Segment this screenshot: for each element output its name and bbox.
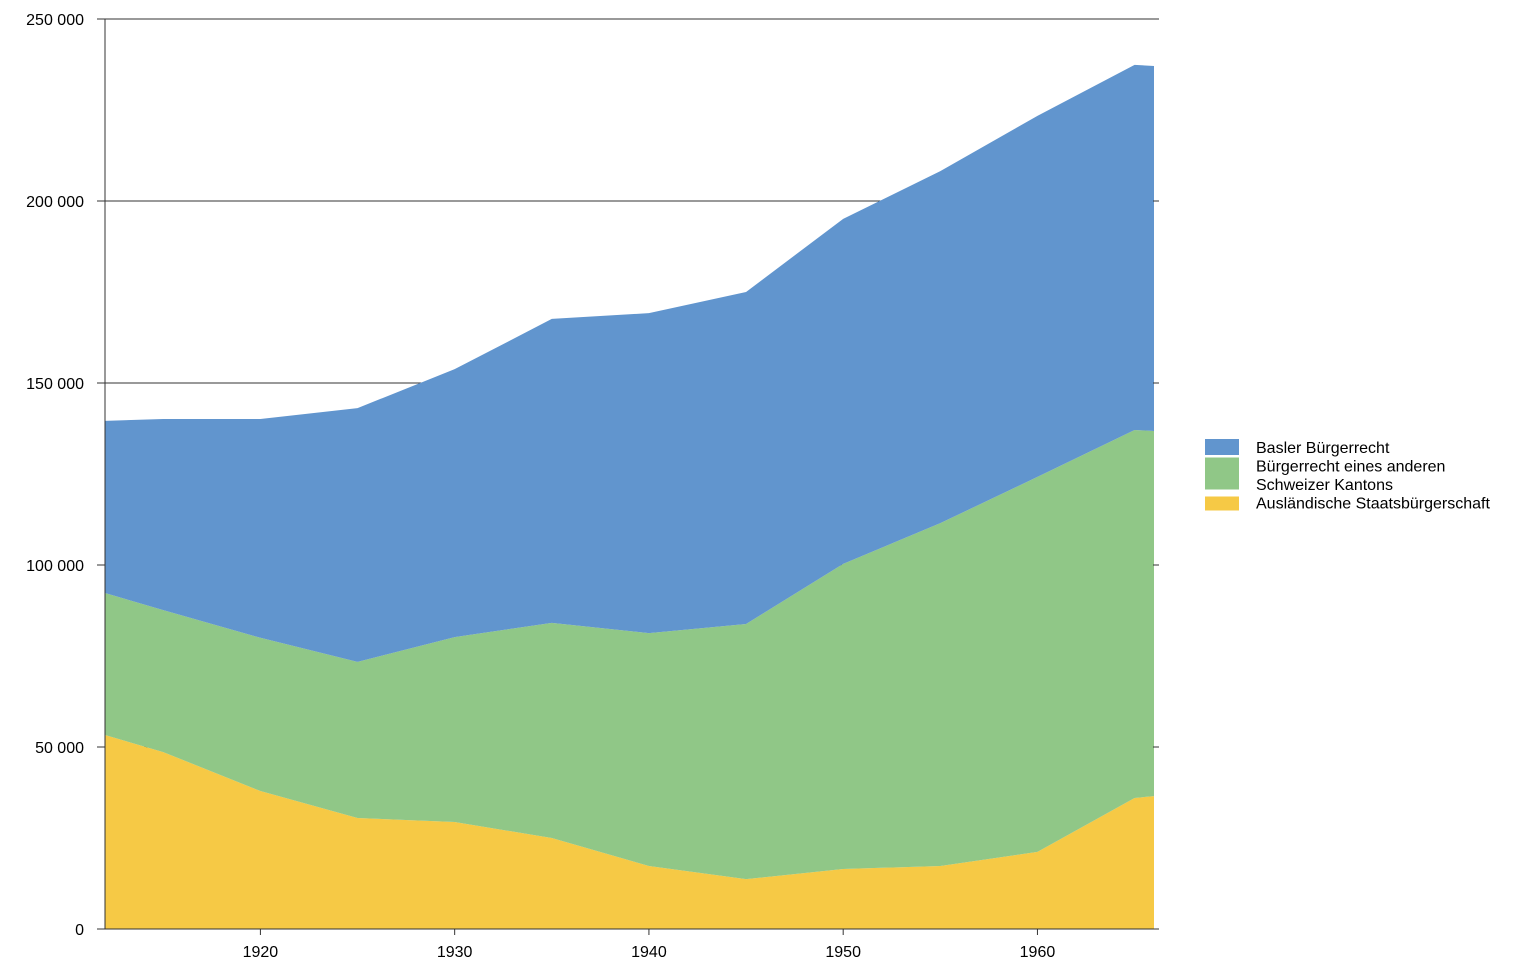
y-tick-label: 50 000 (35, 740, 84, 757)
x-tick-label: 1930 (437, 944, 473, 960)
legend-swatch (1205, 457, 1239, 490)
legend-swatch (1205, 496, 1239, 511)
area-series-0 (105, 734, 1154, 929)
legend-swatch (1205, 439, 1239, 455)
y-tick-label: 250 000 (26, 12, 84, 29)
y-tick-label: 100 000 (26, 558, 84, 575)
legend-label: Basler Bürgerrecht (1256, 440, 1390, 457)
legend-label: Ausländische Staatsbürgerschaft (1256, 496, 1490, 513)
legend-label: Bürgerrecht eines anderen (1256, 459, 1445, 476)
x-tick-label: 1920 (243, 944, 279, 960)
y-tick-label: 150 000 (26, 376, 84, 393)
x-tick-label: 1940 (631, 944, 667, 960)
y-tick-label: 0 (75, 922, 84, 939)
legend-label: Schweizer Kantons (1256, 477, 1393, 494)
y-tick-label: 200 000 (26, 194, 84, 211)
area-series-1 (105, 429, 1154, 880)
area-series-2 (105, 64, 1154, 662)
x-tick-label: 1950 (825, 944, 861, 960)
x-tick-label: 1960 (1020, 944, 1056, 960)
